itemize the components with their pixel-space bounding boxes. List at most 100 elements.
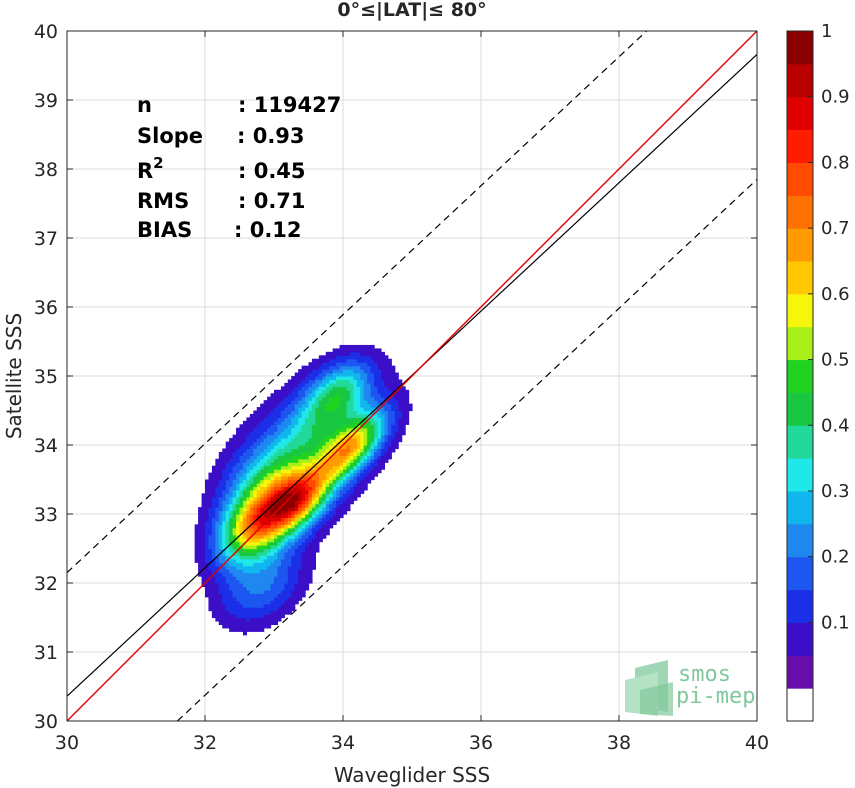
density-cell-5001 [329,458,334,463]
density-cell-2639 [249,434,254,439]
density-cell-3115 [267,569,272,574]
density-cell-3474 [277,396,282,401]
density-cell-3842 [291,548,296,553]
density-cell-3826 [291,603,296,608]
density-cell-3103 [267,610,272,615]
density-cell-4798 [322,448,327,453]
density-cell-1673 [218,569,223,574]
density-cell-3015 [263,558,268,563]
density-cell-2794 [256,610,261,615]
density-cell-5014 [329,413,334,418]
density-cell-3975 [294,445,299,450]
density-cell-5535 [346,393,351,398]
density-cell-4807 [322,417,327,422]
density-cell-3226 [270,541,275,546]
density-cell-3228 [270,534,275,539]
density-cell-5528 [346,417,351,422]
density-cell-5506 [346,493,351,498]
density-cell-4717 [318,372,323,377]
density-cell-4265 [305,510,310,515]
density-cell-6472 [377,358,382,363]
density-cell-6346 [374,438,379,443]
density-cell-5718 [353,472,358,477]
density-cell-1578 [215,541,220,546]
density-cell-4296 [305,403,310,408]
density-cell-2395 [242,565,247,570]
density-cell-2480 [246,627,251,632]
density-cell-2218 [236,465,241,470]
density-cell-958 [194,548,199,553]
density-cell-2209 [236,496,241,501]
density-cell-1893 [225,520,230,525]
density-cell-5848 [356,379,361,384]
density-cell-4595 [315,438,320,443]
density-cell-2853 [256,407,261,412]
density-cell-1811 [222,448,227,453]
density-cell-2910 [260,565,265,570]
density-cell-5613 [349,479,354,484]
density-cell-7278 [405,420,410,425]
density-cell-1497 [211,465,216,470]
density-cell-3639 [284,538,289,543]
density-cell-3339 [274,507,279,512]
density-cell-4266 [305,507,310,512]
density-cell-5191 [336,514,341,519]
density-cell-2944 [260,448,265,453]
density-cell-5632 [349,413,354,418]
density-cell-2899 [260,603,265,608]
density-cell-1767 [222,600,227,605]
density-cell-3318 [274,579,279,584]
density-cell-5087 [332,517,337,522]
density-cell-2203 [236,517,241,522]
density-cell-1371 [208,545,213,550]
density-cell-3574 [280,407,285,412]
density-cell-1995 [229,524,234,529]
density-cell-6241 [370,445,375,450]
density-cell-6662 [384,413,389,418]
density-cell-3359 [274,438,279,443]
density-cell-2599 [249,572,254,577]
density-cell-2749 [253,410,258,415]
density-cell-2721 [253,507,258,512]
density-cell-5614 [349,476,354,481]
density-cell-6661 [384,417,389,422]
density-cell-4806 [322,420,327,425]
density-cell-4989 [329,500,334,505]
density-cell-4600 [315,420,320,425]
density-cell-1916 [225,441,230,446]
density-cell-1481 [211,520,216,525]
density-cell-2405 [242,531,247,536]
density-cell-6655 [384,438,389,443]
density-cell-2622 [249,493,254,498]
density-cell-2436 [242,424,247,429]
density-cell-3846 [291,534,296,539]
density-cell-6879 [391,376,396,381]
density-cell-5715 [353,482,358,487]
density-cell-2627 [249,476,254,481]
density-cell-2933 [260,486,265,491]
density-cell-1175 [201,510,206,515]
density-cell-3100 [267,620,272,625]
density-cell-3632 [284,562,289,567]
density-cell-4291 [305,420,310,425]
density-cell-7069 [398,431,403,436]
density-cell-5120 [332,403,337,408]
density-cell-4704 [318,417,323,422]
density-cell-1567 [215,579,220,584]
density-cell-5239 [336,348,341,353]
density-cell-2923 [260,520,265,525]
density-cell-2091 [232,548,237,553]
density-cell-1669 [218,583,223,588]
density-cell-3728 [287,586,292,591]
density-cell-2007 [229,482,234,487]
density-cell-3568 [280,427,285,432]
density-cell-2687 [253,624,258,629]
density-cell-1456 [211,607,216,612]
density-cell-5712 [353,493,358,498]
density-cell-2099 [232,520,237,525]
density-cell-2712 [253,538,258,543]
density-cell-2426 [242,458,247,463]
density-cell-3105 [267,603,272,608]
density-cell-4705 [318,413,323,418]
density-cell-3466 [277,424,282,429]
